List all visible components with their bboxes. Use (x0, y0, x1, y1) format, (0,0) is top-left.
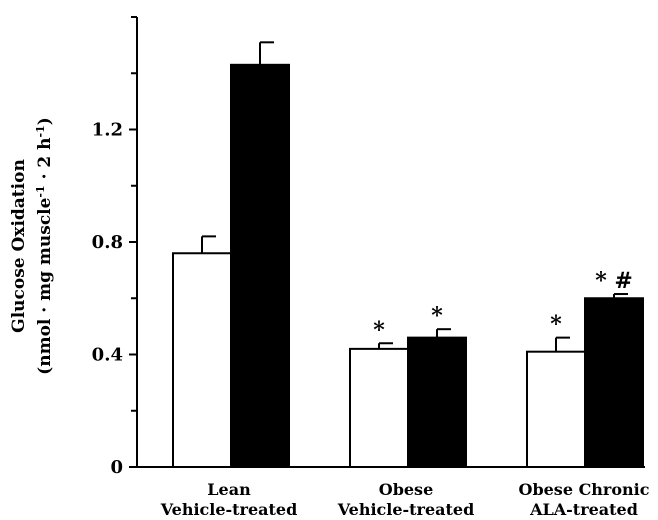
y-axis-title: Glucose Oxidation (nmol · mg muscle-1 · … (9, 117, 55, 375)
category-label-line1: Obese Chronic (519, 480, 650, 499)
significance-marker: * # (595, 268, 633, 294)
bar (230, 63, 290, 468)
category-label-line1: Obese (379, 480, 434, 499)
significance-marker: * (550, 312, 562, 338)
y-tick-label: 1.2 (92, 120, 123, 141)
category-label-line1: Lean (207, 480, 251, 499)
bar (349, 347, 409, 468)
bar (584, 297, 644, 468)
y-axis-title-line2: (nmol · mg muscle-1 · 2 h-1) (34, 117, 56, 375)
bar (526, 350, 586, 468)
category-label-line2: ALA-treated (529, 500, 638, 519)
bar (172, 252, 232, 468)
category-label-line2: Vehicle-treated (337, 500, 475, 519)
plot-area: 0 0.4 0.8 1.2 * * * * # (92, 16, 645, 478)
y-tick-label: 0.8 (92, 232, 123, 253)
y-tick-label: 0.4 (92, 345, 123, 366)
category-labels: LeanVehicle-treatedObeseVehicle-treatedO… (160, 480, 650, 519)
y-tick-label: 0 (110, 457, 123, 478)
y-axis-title-line1: Glucose Oxidation (9, 159, 29, 333)
significance-marker: * (373, 317, 385, 343)
bar (407, 336, 467, 468)
significance-marker: * (431, 303, 443, 329)
category-label-line2: Vehicle-treated (160, 500, 298, 519)
